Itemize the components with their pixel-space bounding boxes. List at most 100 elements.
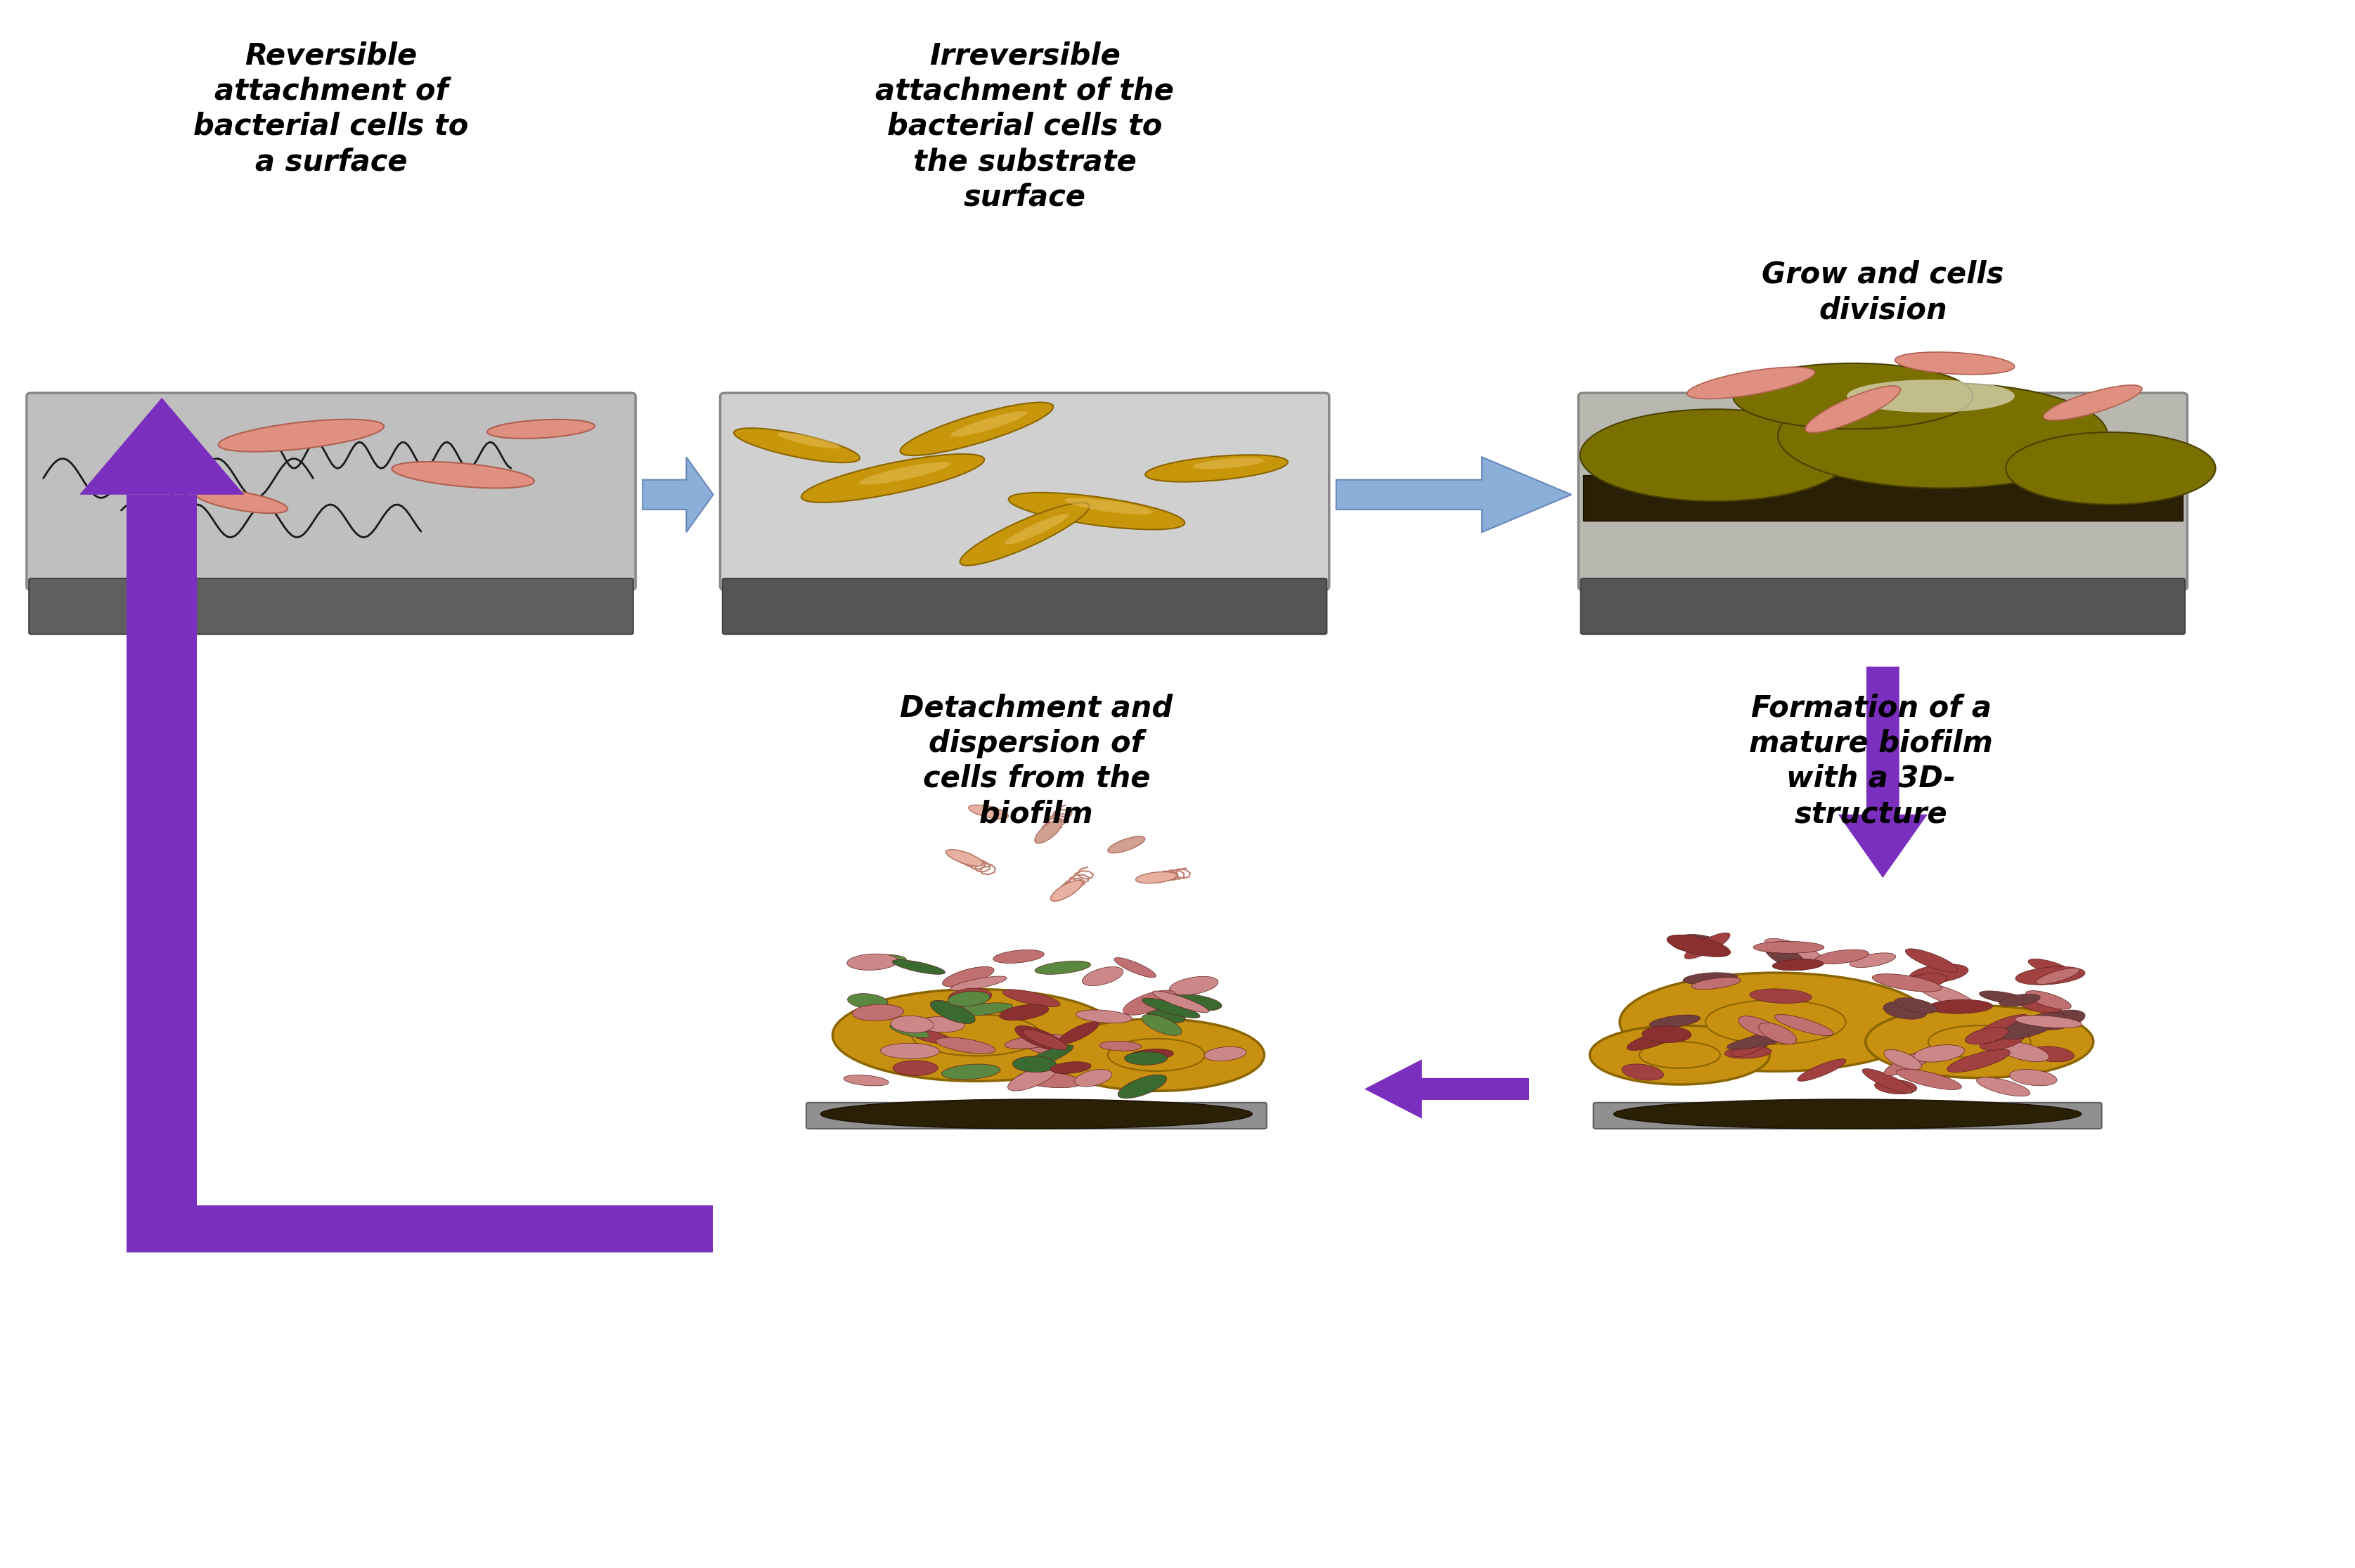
Ellipse shape (1976, 1077, 2030, 1096)
Ellipse shape (911, 1014, 1041, 1055)
Ellipse shape (855, 955, 907, 966)
Text: Detachment and
dispersion of
cells from the
biofilm: Detachment and dispersion of cells from … (900, 693, 1173, 829)
FancyArrow shape (80, 398, 245, 494)
Ellipse shape (1006, 1035, 1067, 1049)
Ellipse shape (1142, 1014, 1182, 1035)
Ellipse shape (1905, 949, 1957, 972)
Ellipse shape (848, 953, 897, 971)
Ellipse shape (1203, 1047, 1246, 1062)
Ellipse shape (1008, 492, 1185, 530)
Ellipse shape (949, 988, 991, 1005)
Ellipse shape (1896, 353, 2014, 375)
Ellipse shape (1076, 1010, 1133, 1022)
Ellipse shape (1641, 1025, 1691, 1043)
FancyArrow shape (643, 458, 714, 532)
Ellipse shape (1948, 1049, 2011, 1073)
Ellipse shape (1107, 836, 1145, 853)
Ellipse shape (1620, 972, 1931, 1071)
Ellipse shape (1929, 1025, 2030, 1058)
Ellipse shape (1034, 820, 1062, 844)
Ellipse shape (1999, 994, 2039, 1007)
Ellipse shape (1639, 1041, 1719, 1068)
Ellipse shape (853, 1004, 904, 1021)
Ellipse shape (1893, 997, 1938, 1013)
Ellipse shape (1816, 950, 1870, 964)
FancyBboxPatch shape (1578, 394, 2188, 590)
Ellipse shape (1896, 1069, 1962, 1090)
Ellipse shape (1667, 935, 1731, 956)
Ellipse shape (487, 419, 596, 439)
Ellipse shape (1590, 1025, 1769, 1085)
Ellipse shape (1733, 364, 1973, 430)
FancyArrow shape (1364, 1060, 1528, 1118)
Ellipse shape (2016, 1016, 2082, 1029)
Ellipse shape (1135, 872, 1178, 883)
Ellipse shape (1797, 1058, 1846, 1082)
Ellipse shape (1872, 974, 1941, 993)
Ellipse shape (968, 804, 1008, 818)
Ellipse shape (195, 489, 287, 513)
Ellipse shape (1773, 960, 1823, 971)
Ellipse shape (1752, 941, 1825, 953)
Ellipse shape (1015, 1025, 1067, 1051)
Ellipse shape (1910, 964, 1969, 983)
Ellipse shape (1580, 409, 1851, 502)
Ellipse shape (1724, 1046, 1771, 1058)
Ellipse shape (1875, 1079, 1917, 1094)
Ellipse shape (1050, 880, 1083, 902)
Ellipse shape (1100, 1041, 1142, 1051)
FancyArrow shape (1839, 666, 1926, 878)
Ellipse shape (777, 433, 841, 448)
Ellipse shape (1776, 1014, 1832, 1036)
Ellipse shape (2030, 1046, 2075, 1062)
Ellipse shape (1863, 1069, 1912, 1093)
Ellipse shape (1691, 977, 1740, 989)
Ellipse shape (1981, 1030, 2025, 1051)
FancyBboxPatch shape (28, 579, 633, 633)
Ellipse shape (1684, 972, 1738, 985)
FancyBboxPatch shape (26, 394, 636, 590)
Ellipse shape (2009, 1069, 2056, 1085)
Ellipse shape (1119, 1074, 1166, 1098)
Ellipse shape (893, 1060, 937, 1076)
Ellipse shape (1152, 991, 1208, 1013)
Ellipse shape (1884, 1049, 1936, 1076)
Ellipse shape (1964, 1027, 2009, 1044)
Ellipse shape (890, 1024, 930, 1038)
Ellipse shape (1670, 935, 1722, 953)
FancyBboxPatch shape (1583, 475, 2183, 521)
Ellipse shape (900, 403, 1053, 456)
Ellipse shape (947, 850, 982, 866)
Ellipse shape (1684, 933, 1731, 960)
Ellipse shape (893, 960, 944, 974)
Ellipse shape (930, 1000, 975, 1024)
Ellipse shape (860, 463, 951, 485)
Ellipse shape (2037, 1010, 2084, 1030)
Ellipse shape (2006, 433, 2216, 505)
FancyBboxPatch shape (127, 1206, 714, 1253)
Ellipse shape (916, 1016, 966, 1032)
Ellipse shape (942, 1065, 1001, 1079)
Ellipse shape (1006, 514, 1069, 544)
FancyBboxPatch shape (1594, 1102, 2101, 1129)
Ellipse shape (1806, 386, 1900, 433)
Ellipse shape (890, 1016, 933, 1033)
Ellipse shape (2014, 999, 2063, 1014)
Ellipse shape (1013, 1057, 1057, 1073)
Ellipse shape (2025, 991, 2070, 1010)
Ellipse shape (1123, 1052, 1168, 1065)
Ellipse shape (1074, 1069, 1112, 1087)
Ellipse shape (834, 989, 1121, 1082)
Text: Irreversible
attachment of the
bacterial cells to
the substrate
surface: Irreversible attachment of the bacterial… (876, 41, 1175, 212)
Ellipse shape (1003, 989, 1060, 1007)
Ellipse shape (1114, 958, 1156, 977)
Ellipse shape (391, 461, 535, 488)
Ellipse shape (1997, 1041, 2049, 1062)
Ellipse shape (2016, 966, 2084, 985)
FancyArrow shape (1335, 458, 1571, 532)
Ellipse shape (1846, 379, 2016, 412)
Text: Reversible
attachment of
bacterial cells to
a surface: Reversible attachment of bacterial cells… (193, 41, 469, 177)
Ellipse shape (1194, 458, 1265, 469)
Ellipse shape (2028, 960, 2072, 975)
Ellipse shape (1978, 991, 2030, 1005)
